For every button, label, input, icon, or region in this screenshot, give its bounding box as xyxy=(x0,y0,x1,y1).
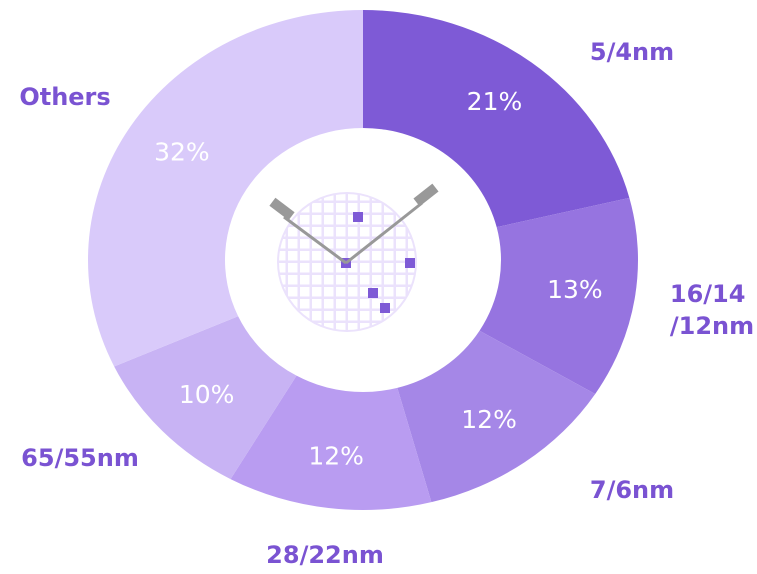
donut-segment xyxy=(397,330,596,503)
value-label: 10% xyxy=(179,380,235,409)
value-label: 12% xyxy=(461,405,517,434)
donut-segment xyxy=(87,10,363,367)
category-label: 28/22nm xyxy=(266,541,384,569)
category-label: 7/6nm xyxy=(589,476,675,504)
donut-segment xyxy=(114,316,297,480)
value-label: 21% xyxy=(467,87,523,116)
value-label: 13% xyxy=(547,275,603,304)
category-label: 65/55nm xyxy=(21,444,139,472)
category-label: 5/4nm xyxy=(589,38,675,66)
donut-segment xyxy=(363,10,630,228)
donut-segment xyxy=(230,375,432,510)
value-label: 32% xyxy=(154,137,210,166)
value-label: 12% xyxy=(308,441,364,470)
wafer-icon xyxy=(269,183,439,332)
category-label: Others xyxy=(19,83,111,111)
donut-segment xyxy=(479,197,638,394)
category-label: 16/14 /12nm xyxy=(669,280,755,340)
